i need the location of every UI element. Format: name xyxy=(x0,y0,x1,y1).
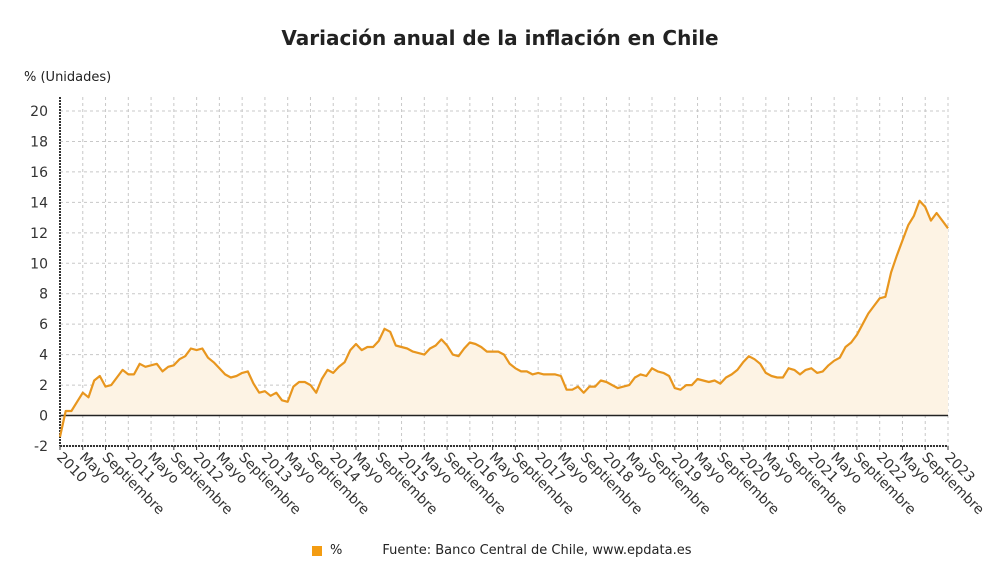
y-tick-label: 2 xyxy=(39,378,48,394)
legend-swatch xyxy=(312,545,322,556)
series-area xyxy=(60,200,948,437)
y-tick-label: -2 xyxy=(34,439,48,455)
y-tick-label: 10 xyxy=(30,256,48,272)
legend: % Fuente: Banco Central de Chile, www.ep… xyxy=(312,543,692,558)
y-tick-label: 14 xyxy=(30,195,48,211)
y-tick-label: 12 xyxy=(30,226,48,242)
legend-label: % xyxy=(330,543,343,558)
y-tick-label: 8 xyxy=(39,287,48,303)
y-tick-label: 16 xyxy=(30,165,48,181)
y-tick-label: 0 xyxy=(39,409,48,425)
y-tick-label: 20 xyxy=(30,104,48,120)
series-line xyxy=(58,199,949,438)
y-tick-label: 18 xyxy=(30,134,48,150)
source-text: Fuente: Banco Central de Chile, www.epda… xyxy=(382,543,692,558)
y-tick-label: 4 xyxy=(39,348,48,364)
chart-title: Variación anual de la inflación en Chile xyxy=(281,26,719,50)
y-tick-label: 6 xyxy=(39,317,48,333)
y-axis-label: % (Unidades) xyxy=(24,70,112,85)
